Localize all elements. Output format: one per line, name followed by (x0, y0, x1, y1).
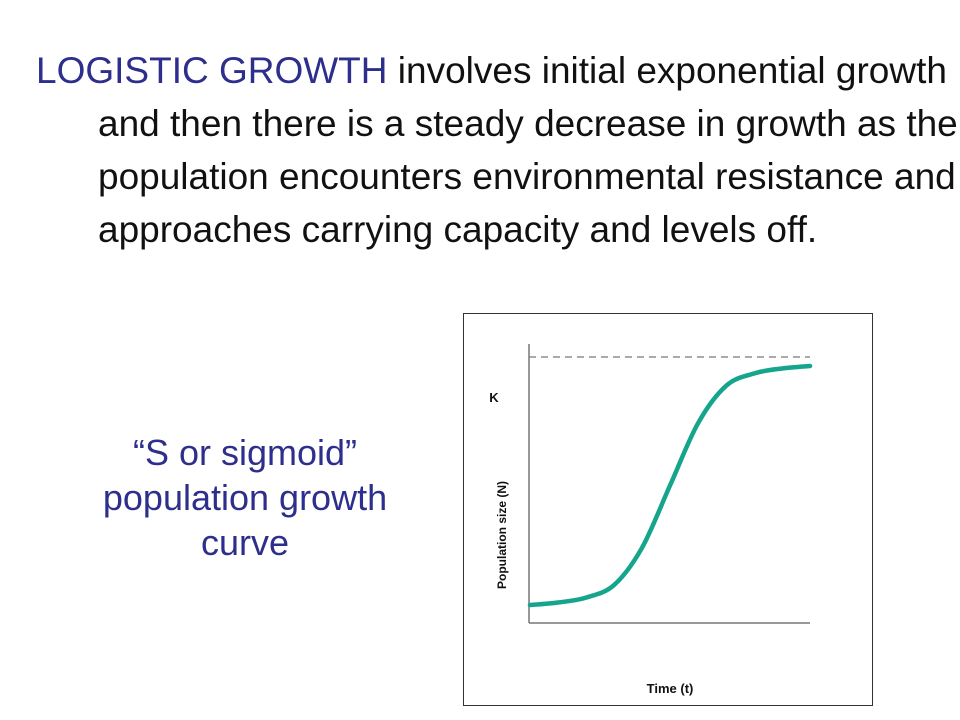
description-paragraph: LOGISTIC GROWTH involves initial exponen… (36, 44, 960, 256)
sigmoid-curve-caption: “S or sigmoid” population growth curve (102, 432, 388, 563)
logistic-growth-term: LOGISTIC GROWTH (36, 50, 388, 91)
logistic-growth-chart: K Population size (N) Time (t) (489, 344, 813, 696)
y-axis-label: Population size (N) (495, 481, 509, 589)
x-axis-label: Time (t) (647, 681, 694, 696)
logistic-growth-figure: K Population size (N) Time (t) (463, 313, 873, 706)
carrying-capacity-label: K (489, 390, 499, 405)
logistic-growth-curve (527, 363, 813, 608)
description-text: involves initial exponential growth and … (98, 50, 958, 250)
